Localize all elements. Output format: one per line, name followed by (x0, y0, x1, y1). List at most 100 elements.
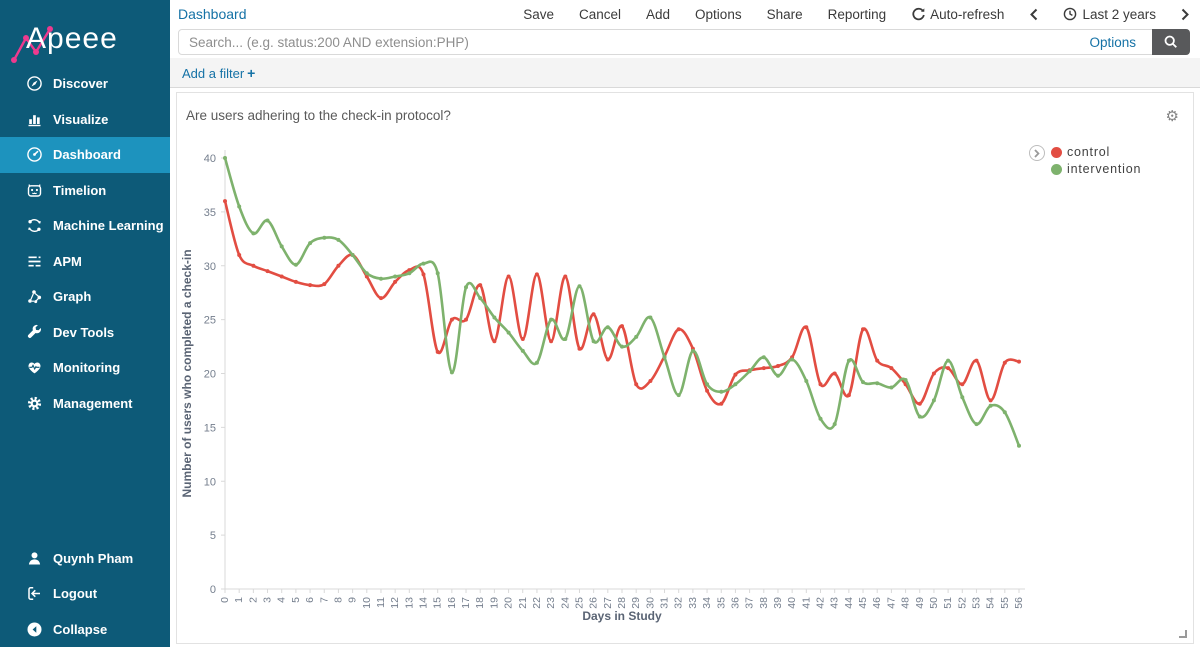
svg-text:46: 46 (871, 597, 883, 609)
svg-text:29: 29 (630, 597, 642, 609)
svg-text:23: 23 (545, 597, 557, 609)
svg-text:12: 12 (389, 597, 401, 609)
svg-text:4: 4 (276, 597, 288, 603)
chevron-right-icon (1181, 8, 1189, 20)
sidebar-item-dev-tools[interactable]: Dev Tools (0, 315, 170, 351)
sidebar-item-collapse[interactable]: Collapse (0, 612, 170, 647)
svg-text:3: 3 (262, 597, 274, 603)
sidebar-item-monitoring[interactable]: Monitoring (0, 350, 170, 386)
menu-item-save[interactable]: Save (523, 6, 554, 22)
graph-icon (26, 288, 43, 305)
svg-text:44: 44 (843, 597, 855, 609)
svg-text:53: 53 (970, 597, 982, 609)
legend-label: intervention (1067, 162, 1142, 176)
svg-text:45: 45 (857, 597, 869, 609)
dashboard-canvas: Are users adhering to the check-in proto… (170, 88, 1200, 647)
collapse-icon (26, 621, 43, 638)
sidebar-item-apm[interactable]: APM (0, 244, 170, 280)
sidebar-item-label: Graph (53, 289, 92, 305)
svg-text:Number of users who completed: Number of users who completed a check-in (180, 249, 194, 497)
legend-toggle-button[interactable] (1029, 145, 1045, 161)
svg-text:32: 32 (673, 597, 685, 609)
chevron-left-icon (1030, 8, 1038, 20)
time-range-picker[interactable]: Last 2 years (1063, 7, 1156, 22)
sidebar-item-logout[interactable]: Logout (0, 576, 170, 612)
breadcrumb[interactable]: Dashboard (178, 6, 247, 22)
auto-refresh-button[interactable]: Auto-refresh (911, 7, 1004, 22)
time-back-button[interactable] (1029, 8, 1038, 21)
sidebar-nav: Discover Visualize Dashboard Timelion Machin… (0, 66, 170, 421)
svg-text:33: 33 (687, 597, 699, 609)
app-logo[interactable]: Apeee (10, 14, 160, 66)
panel-resize-handle[interactable] (1179, 630, 1187, 638)
svg-text:40: 40 (204, 153, 216, 165)
svg-text:0: 0 (219, 597, 231, 603)
panel-title: Are users adhering to the check-in proto… (186, 108, 451, 123)
svg-text:47: 47 (885, 597, 897, 609)
svg-text:41: 41 (800, 597, 812, 609)
add-filter-button[interactable]: Add a filter + (182, 65, 255, 81)
svg-text:13: 13 (403, 597, 415, 609)
svg-text:25: 25 (573, 597, 585, 609)
gear-icon[interactable]: ⚙ (1165, 108, 1179, 125)
legend-items: control intervention (1051, 145, 1141, 176)
sidebar-item-label: Dashboard (53, 147, 121, 163)
legend-item-intervention[interactable]: intervention (1051, 162, 1141, 176)
search-input[interactable] (179, 30, 1074, 54)
sidebar-item-discover[interactable]: Discover (0, 66, 170, 102)
chevron-right-icon (1034, 148, 1040, 158)
management-icon (26, 395, 43, 412)
sidebar-item-quynh-pham[interactable]: Quynh Pham (0, 541, 170, 577)
svg-text:9: 9 (347, 597, 359, 603)
legend-item-control[interactable]: control (1051, 145, 1141, 159)
svg-text:31: 31 (659, 597, 671, 609)
sidebar-item-label: Timelion (53, 182, 107, 198)
monitoring-icon (26, 359, 43, 376)
logo-graph-icon (11, 26, 53, 63)
svg-text:35: 35 (204, 207, 216, 219)
filter-bar: Add a filter + (170, 58, 1200, 88)
svg-text:18: 18 (474, 597, 486, 609)
svg-text:10: 10 (361, 597, 373, 609)
svg-text:20: 20 (503, 597, 515, 609)
svg-text:42: 42 (815, 597, 827, 609)
sidebar-item-management[interactable]: Management (0, 386, 170, 422)
control-series-line[interactable] (223, 199, 1021, 406)
svg-text:54: 54 (985, 597, 997, 609)
intervention-series-line[interactable] (223, 156, 1021, 447)
svg-text:43: 43 (829, 597, 841, 609)
menu-item-options[interactable]: Options (695, 6, 742, 22)
svg-text:36: 36 (729, 597, 741, 609)
sidebar-item-dashboard[interactable]: Dashboard (0, 137, 170, 173)
search-options-link[interactable]: Options (1089, 35, 1136, 50)
sidebar-item-label: Collapse (53, 621, 108, 637)
sidebar-item-label: Monitoring (53, 360, 121, 376)
sidebar-item-graph[interactable]: Graph (0, 279, 170, 315)
svg-text:24: 24 (559, 597, 571, 609)
svg-text:Days in Study: Days in Study (582, 609, 662, 623)
dev-tools-icon (26, 324, 43, 341)
menu-item-share[interactable]: Share (766, 6, 803, 22)
svg-text:50: 50 (928, 597, 940, 609)
top-bar: Dashboard Save Cancel Add Options Share Repor… (170, 0, 1200, 28)
menu-item-add[interactable]: Add (646, 6, 671, 22)
svg-text:7: 7 (318, 597, 330, 603)
sidebar-item-label: Discover (53, 76, 108, 92)
sidebar-item-machine-learning[interactable]: Machine Learning (0, 208, 170, 244)
menu-item-reporting[interactable]: Reporting (827, 6, 887, 22)
sidebar-item-timelion[interactable]: Timelion (0, 173, 170, 209)
top-menu: Save Cancel Add Options Share Reporting Auto-… (523, 7, 1190, 22)
sidebar: Apeee Discover Visualize Dashboard Timelion… (0, 0, 170, 647)
legend-label: control (1067, 145, 1111, 159)
time-forward-button[interactable] (1181, 8, 1190, 21)
svg-text:30: 30 (204, 261, 216, 273)
search-button[interactable] (1152, 29, 1190, 55)
timelion-icon (26, 182, 43, 199)
menu-item-cancel[interactable]: Cancel (578, 6, 622, 22)
svg-text:11: 11 (375, 597, 387, 608)
svg-text:6: 6 (304, 597, 316, 603)
visualize-icon (26, 111, 43, 128)
sidebar-item-visualize[interactable]: Visualize (0, 102, 170, 138)
